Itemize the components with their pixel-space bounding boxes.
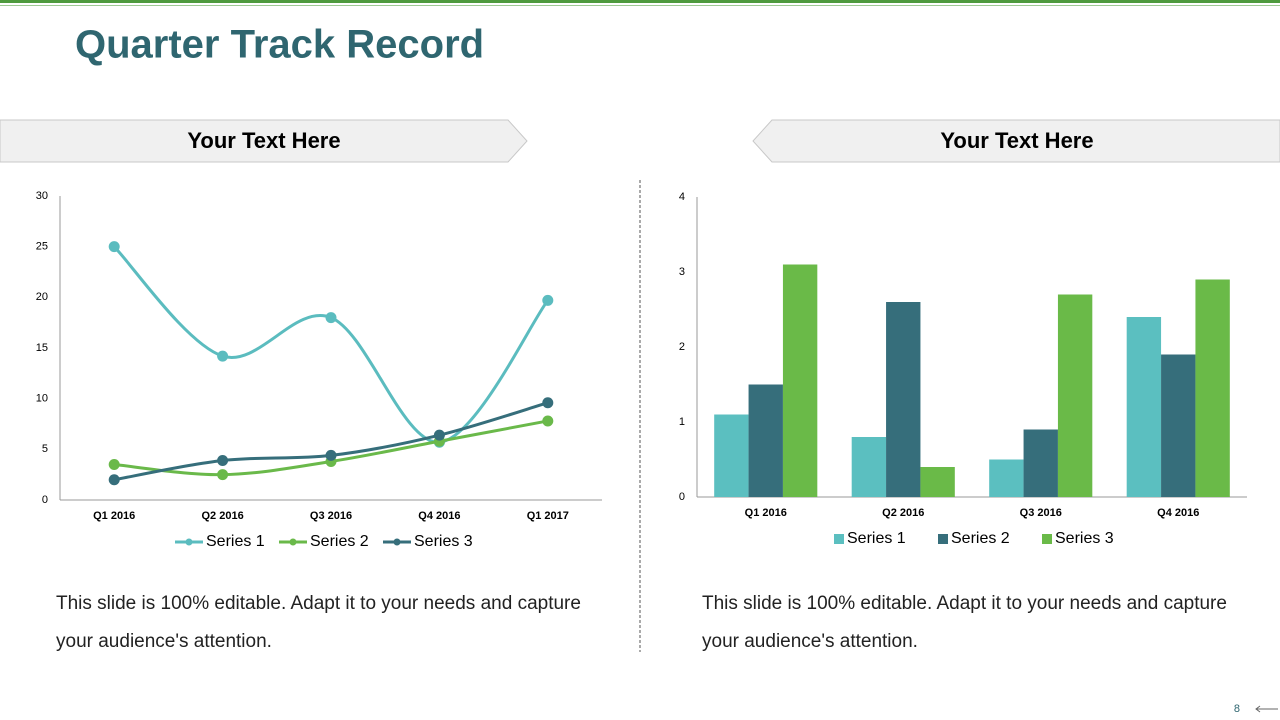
point	[542, 397, 554, 409]
bar	[782, 264, 818, 497]
y-tick-label: 30	[36, 190, 48, 202]
point	[542, 415, 554, 427]
legend-label: Series 2	[951, 530, 1010, 547]
point	[325, 449, 337, 461]
legend-swatch	[185, 538, 193, 546]
bar	[920, 467, 955, 497]
point	[217, 454, 229, 466]
banner	[0, 119, 528, 163]
x-tick-label: Q1 2016	[745, 507, 787, 519]
legend-swatch	[1042, 534, 1052, 544]
legend-swatch	[289, 538, 297, 546]
top-bar	[0, 0, 1280, 3]
page-number: 8	[1234, 703, 1240, 715]
point	[108, 241, 120, 253]
panel-heading: Your Text Here	[940, 128, 1093, 153]
point	[217, 350, 229, 362]
bar	[1161, 354, 1196, 497]
body-text: This slide is 100% editable. Adapt it to…	[56, 593, 581, 652]
bar	[989, 459, 1024, 497]
bar	[886, 302, 921, 497]
bar	[1057, 294, 1093, 497]
point	[542, 294, 554, 306]
point	[217, 469, 229, 481]
point	[108, 459, 120, 471]
x-tick-label: Q1 2016	[93, 510, 135, 522]
y-tick-label: 0	[42, 494, 48, 506]
bar	[1195, 279, 1230, 497]
legend-swatch	[834, 534, 844, 544]
y-tick-label: 4	[679, 191, 685, 203]
x-tick-label: Q3 2016	[1020, 507, 1062, 519]
banner	[752, 119, 1280, 163]
legend-label: Series 3	[1055, 530, 1114, 547]
x-tick-label: Q2 2016	[201, 510, 243, 522]
bar	[1126, 317, 1162, 497]
y-tick-label: 3	[679, 266, 685, 278]
y-tick-label: 15	[36, 342, 48, 354]
arrow	[1255, 705, 1261, 713]
x-tick-label: Q4 2016	[1157, 507, 1199, 519]
point	[325, 312, 337, 324]
x-tick-label: Q2 2016	[882, 507, 924, 519]
y-tick-label: 2	[679, 341, 685, 353]
point	[433, 429, 445, 441]
legend-label: Series 1	[206, 533, 265, 550]
y-tick-label: 10	[36, 393, 48, 405]
bar	[748, 384, 783, 497]
slide-title: Quarter Track Record	[75, 23, 484, 67]
x-tick-label: Q3 2016	[310, 510, 352, 522]
y-tick-label: 5	[42, 443, 48, 455]
legend-label: Series 1	[847, 530, 906, 547]
bar	[851, 437, 887, 497]
legend-swatch	[938, 534, 948, 544]
x-tick-label: Q1 2017	[527, 510, 569, 522]
bar	[714, 414, 749, 497]
x-tick-label: Q4 2016	[418, 510, 460, 522]
legend-label: Series 2	[310, 533, 369, 550]
top-rule	[0, 5, 1280, 6]
panel-heading: Your Text Here	[187, 128, 340, 153]
y-tick-label: 1	[679, 416, 685, 428]
y-tick-label: 0	[679, 491, 685, 503]
y-tick-label: 20	[36, 291, 48, 303]
legend-label: Series 3	[414, 533, 473, 550]
legend-swatch	[393, 538, 401, 546]
point	[108, 474, 120, 486]
body-text: This slide is 100% editable. Adapt it to…	[702, 593, 1227, 652]
line	[113, 401, 549, 482]
line	[113, 245, 549, 444]
bar	[1023, 429, 1058, 497]
y-tick-label: 25	[36, 241, 48, 253]
